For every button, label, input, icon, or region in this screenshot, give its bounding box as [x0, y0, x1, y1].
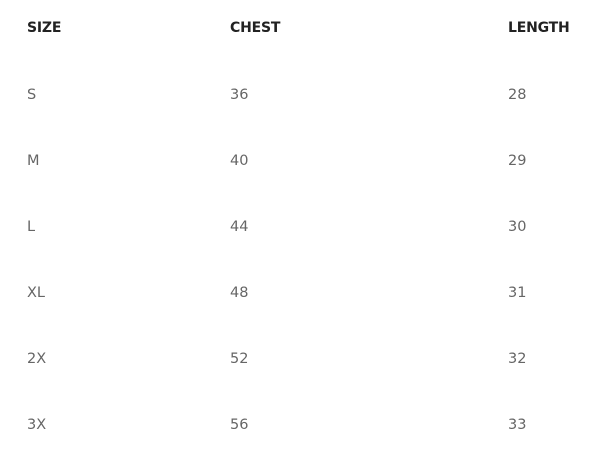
table-cell: 31: [508, 285, 527, 301]
table-cell: 3X: [27, 417, 47, 433]
table-cell: 33: [508, 417, 527, 433]
table-cell: L: [27, 219, 36, 235]
table-cell: S: [27, 87, 37, 103]
table-cell: 44: [230, 219, 249, 235]
column-header: LENGTH: [508, 20, 570, 36]
table-cell: 2X: [27, 351, 47, 367]
table-cell: 30: [508, 219, 527, 235]
table-cell: 28: [508, 87, 527, 103]
column-header: SIZE: [27, 20, 62, 36]
table-cell: 32: [508, 351, 527, 367]
table-cell: 40: [230, 153, 249, 169]
table-cell: M: [27, 153, 40, 169]
table-cell: XL: [27, 285, 46, 301]
column-header: CHEST: [230, 20, 281, 36]
table-cell: 36: [230, 87, 249, 103]
table-cell: 52: [230, 351, 249, 367]
table-cell: 29: [508, 153, 527, 169]
table-cell: 56: [230, 417, 249, 433]
table-cell: 48: [230, 285, 249, 301]
